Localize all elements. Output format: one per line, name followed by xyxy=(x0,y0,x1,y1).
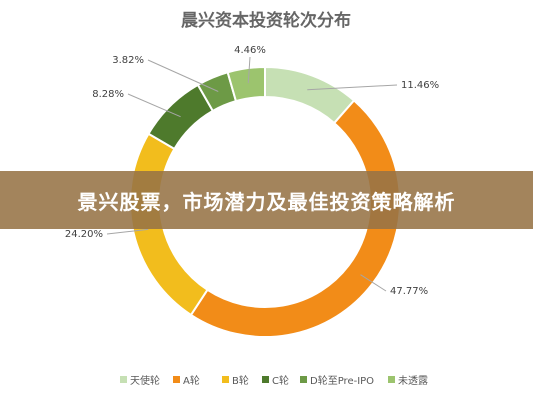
legend-label-3: C轮 xyxy=(272,374,289,387)
legend-swatch-2 xyxy=(222,376,229,383)
legend-label-1: A轮 xyxy=(183,374,200,387)
legend-label-2: B轮 xyxy=(232,374,249,387)
legend-swatch-3 xyxy=(262,376,269,383)
leader-line-0 xyxy=(307,84,398,91)
leader-line-4 xyxy=(147,59,219,92)
leader-line-1 xyxy=(360,274,387,292)
legend-swatch-0 xyxy=(120,376,127,383)
data-label-3: 8.28% xyxy=(92,89,124,100)
leader-line-3 xyxy=(127,93,181,118)
slice-5 xyxy=(226,65,266,103)
data-label-1: 47.77% xyxy=(390,286,428,297)
legend-swatch-1 xyxy=(173,376,180,383)
legend-label-4: D轮至Pre-IPO xyxy=(310,374,374,387)
leader-line-5 xyxy=(247,56,251,84)
leader-line-2 xyxy=(106,228,149,235)
headline-text: 景兴股票，市场潜力及最佳投资策略解析 xyxy=(77,189,456,214)
data-label-2: 24.20% xyxy=(65,229,103,240)
headline-banner: 景兴股票，市场潜力及最佳投资策略解析 xyxy=(0,171,533,229)
legend-label-5: 未透露 xyxy=(398,375,428,387)
legend-swatch-5 xyxy=(388,376,395,383)
data-label-4: 3.82% xyxy=(112,55,144,66)
legend-label-0: 天使轮 xyxy=(130,374,160,387)
data-label-5: 4.46% xyxy=(234,45,266,56)
data-label-0: 11.46% xyxy=(401,80,439,91)
legend-swatch-4 xyxy=(300,376,307,383)
chart-title: 晨兴资本投资轮次分布 xyxy=(181,10,351,31)
